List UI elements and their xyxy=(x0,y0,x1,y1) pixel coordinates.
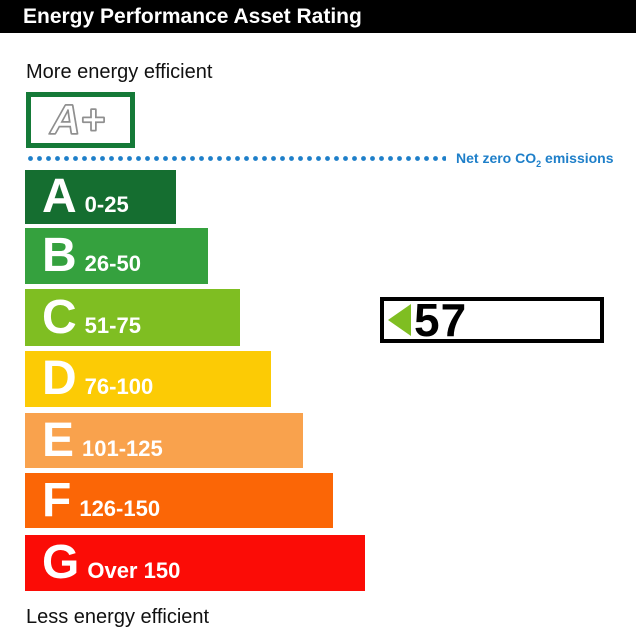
band-letter-D: D xyxy=(42,352,77,405)
band-letter-F: F xyxy=(42,474,72,527)
band-range-D: 76-100 xyxy=(84,374,154,399)
band-letter-G: G xyxy=(42,536,80,589)
more-efficient-label: More energy efficient xyxy=(26,61,213,83)
band-row-A: A 0-25 xyxy=(25,170,176,224)
band-range-G: Over 150 xyxy=(87,558,181,583)
band-range-B: 26-50 xyxy=(84,251,141,276)
band-row-D: D 76-100 xyxy=(25,351,271,407)
header-bar: Energy Performance Asset Rating xyxy=(0,0,636,33)
band-letter-E: E xyxy=(42,414,75,467)
less-efficient-label: Less energy efficient xyxy=(26,606,210,628)
band-row-B: B 26-50 xyxy=(25,228,208,284)
net-zero-dotted-line xyxy=(26,155,446,162)
net-zero-text-suffix: emissions xyxy=(541,150,614,166)
net-zero-label: Net zero CO2 emissions xyxy=(456,150,614,169)
band-range-C: 51-75 xyxy=(84,313,141,338)
band-row-C: C 51-75 xyxy=(25,289,240,346)
band-row-E: E 101-125 xyxy=(25,413,303,468)
rating-indicator: 57 xyxy=(380,297,604,343)
rating-value: 57 xyxy=(414,294,468,346)
band-letter-C: C xyxy=(42,291,77,344)
band-letter-B: B xyxy=(42,229,77,282)
page-title: Energy Performance Asset Rating xyxy=(23,5,362,28)
left-arrow-icon xyxy=(388,304,411,336)
band-row-G: G Over 150 xyxy=(25,535,365,591)
band-letter-A: A xyxy=(42,170,77,223)
band-range-E: 101-125 xyxy=(82,436,163,461)
net-zero-text: Net zero CO xyxy=(456,150,537,166)
net-zero-subscript: 2 xyxy=(536,158,542,169)
band-range-F: 126-150 xyxy=(79,496,161,521)
band-range-A: 0-25 xyxy=(84,192,129,217)
a-plus-badge: A+ xyxy=(26,92,135,148)
a-plus-label: A+ xyxy=(49,96,105,143)
band-row-F: F 126-150 xyxy=(25,473,333,528)
